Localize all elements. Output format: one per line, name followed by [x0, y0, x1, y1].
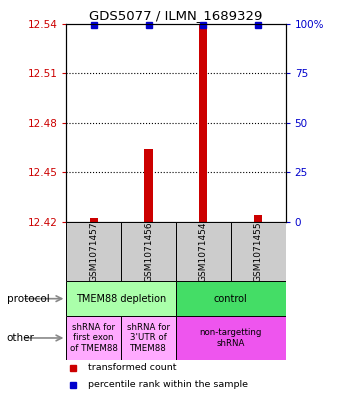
Bar — [121, 316, 176, 360]
Text: other: other — [7, 333, 35, 343]
Text: GSM1071454: GSM1071454 — [199, 221, 208, 282]
Text: shRNA for
3'UTR of
TMEM88: shRNA for 3'UTR of TMEM88 — [127, 323, 170, 353]
Text: shRNA for
first exon
of TMEM88: shRNA for first exon of TMEM88 — [70, 323, 118, 353]
Bar — [176, 316, 286, 360]
Bar — [199, 25, 207, 222]
Text: transformed count: transformed count — [88, 364, 177, 373]
Bar — [176, 281, 286, 316]
Text: GSM1071455: GSM1071455 — [254, 221, 263, 282]
Bar — [66, 281, 176, 316]
Text: protocol: protocol — [7, 294, 50, 304]
Text: non-targetting
shRNA: non-targetting shRNA — [200, 328, 262, 348]
Text: control: control — [214, 294, 248, 304]
Bar — [66, 222, 121, 281]
Bar — [144, 149, 153, 222]
Bar — [66, 316, 121, 360]
Text: GSM1071456: GSM1071456 — [144, 221, 153, 282]
Bar — [121, 222, 176, 281]
Text: TMEM88 depletion: TMEM88 depletion — [76, 294, 166, 304]
Title: GDS5077 / ILMN_1689329: GDS5077 / ILMN_1689329 — [89, 9, 262, 22]
Bar — [231, 222, 286, 281]
Text: GSM1071457: GSM1071457 — [89, 221, 98, 282]
Text: percentile rank within the sample: percentile rank within the sample — [88, 380, 248, 389]
Bar — [90, 218, 98, 222]
Bar — [176, 222, 231, 281]
Bar — [254, 215, 262, 222]
